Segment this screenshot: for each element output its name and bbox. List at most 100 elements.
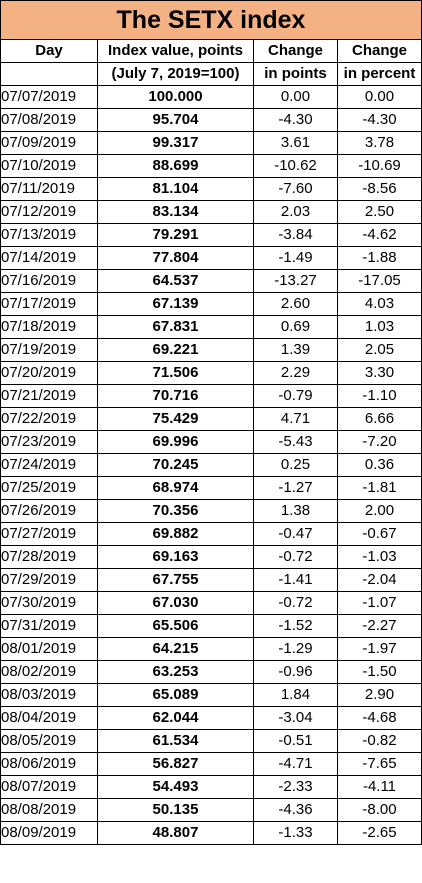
header-change-percent: Change [337,39,422,63]
cell-change-percent: -7.20 [337,430,422,454]
table-row: 07/16/2019 64.537 -13.27 -17.05 [0,269,422,293]
cell-index-value: 54.493 [97,775,254,799]
cell-index-value: 68.974 [97,476,254,500]
cell-change-points: 0.25 [253,453,338,477]
cell-day: 07/08/2019 [0,108,98,132]
cell-change-percent: 3.78 [337,131,422,155]
cell-change-percent: 2.00 [337,499,422,523]
cell-day: 07/25/2019 [0,476,98,500]
cell-index-value: 62.044 [97,706,254,730]
cell-change-points: -0.96 [253,660,338,684]
table-row: 07/09/2019 99.317 3.61 3.78 [0,131,422,155]
cell-day: 07/17/2019 [0,292,98,316]
cell-index-value: 70.716 [97,384,254,408]
table-row: 07/20/2019 71.506 2.29 3.30 [0,361,422,385]
cell-index-value: 100.000 [97,85,254,109]
cell-index-value: 65.089 [97,683,254,707]
table-row: 07/10/2019 88.699 -10.62 -10.69 [0,154,422,178]
table-row: 07/27/2019 69.882 -0.47 -0.67 [0,522,422,546]
cell-change-percent: 1.03 [337,315,422,339]
cell-change-percent: -2.04 [337,568,422,592]
cell-change-percent: 0.36 [337,453,422,477]
header-change-percent-unit: in percent [337,62,422,86]
table-row: 08/01/2019 64.215 -1.29 -1.97 [0,637,422,661]
cell-change-percent: -1.81 [337,476,422,500]
cell-index-value: 83.134 [97,200,254,224]
cell-index-value: 99.317 [97,131,254,155]
cell-change-points: 1.84 [253,683,338,707]
cell-day: 07/21/2019 [0,384,98,408]
cell-index-value: 69.882 [97,522,254,546]
cell-day: 07/27/2019 [0,522,98,546]
table-row: 07/31/2019 65.506 -1.52 -2.27 [0,614,422,638]
cell-change-percent: -0.67 [337,522,422,546]
cell-change-percent: 2.05 [337,338,422,362]
table-row: 08/06/2019 56.827 -4.71 -7.65 [0,752,422,776]
cell-change-percent: 2.90 [337,683,422,707]
cell-index-value: 67.755 [97,568,254,592]
table-row: 08/07/2019 54.493 -2.33 -4.11 [0,775,422,799]
cell-index-value: 50.135 [97,798,254,822]
cell-change-points: -10.62 [253,154,338,178]
cell-day: 07/18/2019 [0,315,98,339]
cell-day: 08/05/2019 [0,729,98,753]
cell-change-points: 0.00 [253,85,338,109]
cell-change-points: 2.29 [253,361,338,385]
cell-index-value: 67.030 [97,591,254,615]
table-row: 07/21/2019 70.716 -0.79 -1.10 [0,384,422,408]
cell-index-value: 64.537 [97,269,254,293]
cell-change-percent: 2.50 [337,200,422,224]
cell-index-value: 56.827 [97,752,254,776]
cell-index-value: 67.831 [97,315,254,339]
cell-day: 07/13/2019 [0,223,98,247]
header-change-points-unit: in points [253,62,338,86]
cell-index-value: 69.221 [97,338,254,362]
cell-index-value: 63.253 [97,660,254,684]
cell-index-value: 88.699 [97,154,254,178]
cell-change-percent: -1.97 [337,637,422,661]
table-row: 08/09/2019 48.807 -1.33 -2.65 [0,821,422,845]
table-row: 07/18/2019 67.831 0.69 1.03 [0,315,422,339]
cell-index-value: 48.807 [97,821,254,845]
cell-change-percent: -1.07 [337,591,422,615]
cell-index-value: 70.245 [97,453,254,477]
cell-change-percent: -1.10 [337,384,422,408]
cell-change-points: -1.52 [253,614,338,638]
cell-change-points: -1.33 [253,821,338,845]
cell-day: 08/04/2019 [0,706,98,730]
cell-change-points: -13.27 [253,269,338,293]
table-row: 07/12/2019 83.134 2.03 2.50 [0,200,422,224]
cell-change-points: -0.72 [253,545,338,569]
cell-day: 07/14/2019 [0,246,98,270]
cell-day: 07/30/2019 [0,591,98,615]
cell-change-percent: -2.27 [337,614,422,638]
table-row: 07/26/2019 70.356 1.38 2.00 [0,499,422,523]
table-row: 07/25/2019 68.974 -1.27 -1.81 [0,476,422,500]
cell-change-percent: -1.03 [337,545,422,569]
title-row: The SETX index [0,0,422,40]
table-row: 07/22/2019 75.429 4.71 6.66 [0,407,422,431]
cell-change-percent: -17.05 [337,269,422,293]
table-row: 07/11/2019 81.104 -7.60 -8.56 [0,177,422,201]
cell-day: 07/12/2019 [0,200,98,224]
cell-day: 08/06/2019 [0,752,98,776]
cell-change-points: -7.60 [253,177,338,201]
header-day: Day [0,39,98,63]
cell-change-points: 2.03 [253,200,338,224]
cell-index-value: 95.704 [97,108,254,132]
cell-day: 08/09/2019 [0,821,98,845]
table-row: 08/02/2019 63.253 -0.96 -1.50 [0,660,422,684]
cell-change-points: -5.43 [253,430,338,454]
cell-day: 07/28/2019 [0,545,98,569]
table-row: 08/08/2019 50.135 -4.36 -8.00 [0,798,422,822]
cell-day: 07/22/2019 [0,407,98,431]
table-row: 07/23/2019 69.996 -5.43 -7.20 [0,430,422,454]
cell-day: 08/08/2019 [0,798,98,822]
cell-day: 07/24/2019 [0,453,98,477]
cell-change-percent: 3.30 [337,361,422,385]
cell-change-points: 4.71 [253,407,338,431]
table-row: 07/07/2019 100.000 0.00 0.00 [0,85,422,109]
cell-change-points: 3.61 [253,131,338,155]
cell-day: 07/23/2019 [0,430,98,454]
